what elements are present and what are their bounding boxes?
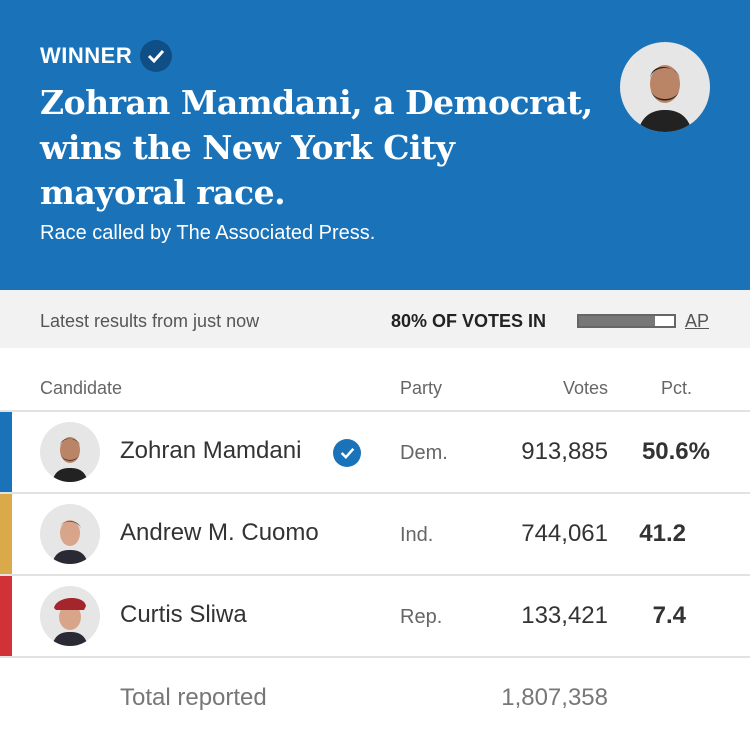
candidate-name: Curtis Sliwa xyxy=(120,601,247,628)
table-row: Curtis Sliwa Rep. 133,421 7.4 xyxy=(0,574,750,656)
column-votes: Votes xyxy=(562,378,608,398)
candidate-photo xyxy=(40,504,100,564)
candidate-pct: 7.4 xyxy=(652,602,686,629)
total-row: Total reported 1,807,358 xyxy=(0,656,750,738)
votes-in-text: 80% OF VOTES IN xyxy=(391,311,547,331)
results-status-bar: Latest results from just now 80% OF VOTE… xyxy=(0,290,750,348)
candidate-photo xyxy=(40,422,100,482)
race-called-note: Race called by The Associated Press. xyxy=(40,222,376,244)
party-color-stripe xyxy=(0,576,12,656)
winner-banner: WINNER Zohran Mamdani, a Democrat, wins … xyxy=(0,0,750,290)
candidate-party: Dem. xyxy=(400,442,448,464)
headline: Zohran Mamdani, a Democrat, wins the New… xyxy=(40,83,593,212)
winner-text: WINNER xyxy=(40,43,133,68)
column-pct: Pct. xyxy=(660,378,692,398)
check-icon xyxy=(140,40,173,72)
winner-photo xyxy=(620,42,710,132)
candidate-party: Ind. xyxy=(400,524,434,546)
candidate-votes: 913,885 xyxy=(521,438,608,465)
candidate-name: Andrew M. Cuomo xyxy=(120,519,319,546)
column-candidate: Candidate xyxy=(40,378,123,398)
total-label: Total reported xyxy=(120,684,267,711)
ap-source-link[interactable]: AP xyxy=(685,311,710,331)
winner-label: WINNER xyxy=(40,40,173,72)
column-party: Party xyxy=(400,378,443,398)
winner-check-icon xyxy=(333,439,361,467)
table-row: Zohran Mamdani Dem. 913,885 50.6% xyxy=(0,410,750,492)
candidate-name: Zohran Mamdani xyxy=(120,437,302,464)
table-row: Andrew M. Cuomo Ind. 744,061 41.2 xyxy=(0,492,750,574)
candidate-votes: 133,421 xyxy=(521,602,608,629)
party-color-stripe xyxy=(0,494,12,574)
candidate-party: Rep. xyxy=(400,606,443,628)
candidate-pct: 50.6% xyxy=(641,438,710,465)
progress-fill xyxy=(579,316,655,326)
votes-in-progress-bar xyxy=(577,314,676,328)
candidate-pct: 41.2 xyxy=(639,520,686,547)
party-color-stripe xyxy=(0,412,12,492)
latest-results-text: Latest results from just now xyxy=(40,311,260,331)
candidate-votes: 744,061 xyxy=(521,520,608,547)
candidate-photo xyxy=(40,586,100,646)
total-votes: 1,807,358 xyxy=(501,684,608,711)
